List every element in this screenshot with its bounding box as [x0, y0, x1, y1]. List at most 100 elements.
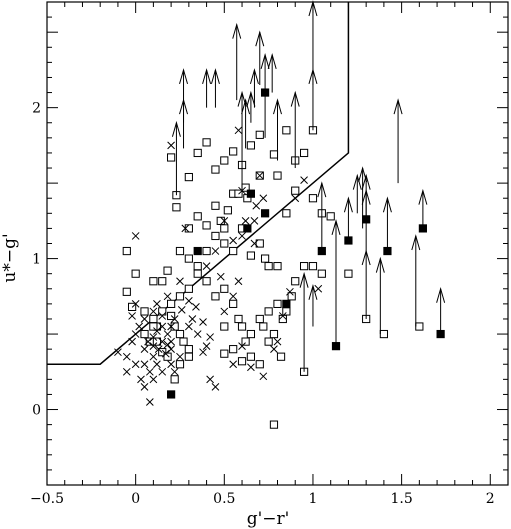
open-square-point	[273, 262, 282, 271]
arrow-head	[290, 90, 300, 107]
cross-point	[167, 345, 175, 354]
cross-stroke	[229, 360, 238, 369]
cross-stroke	[149, 333, 158, 341]
open-square-point	[202, 138, 211, 147]
upper-limit-arrow	[308, 283, 318, 327]
open-square-point	[259, 322, 268, 331]
upper-limit-arrow	[331, 219, 341, 347]
open-square-point	[273, 171, 282, 180]
plot-frame	[46, 1, 509, 486]
cross-stroke	[149, 352, 158, 361]
upper-limit-arrow	[343, 196, 353, 241]
cross-stroke	[202, 342, 211, 350]
cross-point	[128, 312, 136, 320]
cross-point	[247, 363, 255, 372]
cross-point	[184, 322, 193, 331]
upper-limit-arrow	[202, 68, 212, 108]
open-square-point	[211, 292, 220, 301]
upper-limit-arrow	[317, 181, 327, 252]
cross-point	[193, 330, 202, 338]
cross-stroke	[144, 337, 152, 346]
cross-point	[144, 337, 152, 346]
selection-boundary-line	[47, 2, 350, 365]
open-square-point	[223, 206, 232, 215]
open-square-point	[269, 150, 279, 159]
x-tick-label: 1.5	[390, 491, 412, 507]
cross-stroke	[238, 342, 246, 350]
open-square-point	[255, 360, 264, 369]
cross-point	[153, 327, 161, 335]
cross-stroke	[184, 322, 193, 331]
cross-point	[234, 277, 243, 286]
cross-stroke	[122, 352, 131, 361]
upper-limit-arrow	[249, 68, 259, 108]
arrow-head	[232, 22, 242, 39]
cross-stroke	[167, 141, 175, 150]
open-square-point	[220, 349, 229, 358]
open-square-point	[175, 360, 185, 369]
arrow-head	[267, 53, 277, 69]
open-square-point	[220, 322, 229, 331]
open-square-point	[216, 216, 225, 225]
cross-point	[241, 217, 250, 225]
cross-stroke	[211, 247, 220, 255]
cross-point	[170, 315, 179, 323]
cross-stroke	[158, 367, 167, 376]
open-square-point	[229, 299, 238, 308]
open-square-point	[167, 299, 176, 308]
cross-stroke	[247, 363, 255, 372]
cross-stroke	[250, 239, 259, 248]
open-square-point	[264, 337, 273, 346]
x-tick-label: 0.5	[213, 491, 235, 507]
arrow-head	[361, 188, 371, 205]
open-square-point	[246, 251, 256, 260]
cross-point	[167, 337, 175, 346]
open-square-point	[202, 221, 211, 230]
cross-stroke	[220, 217, 229, 225]
arrow-head	[241, 98, 251, 115]
open-square-point	[175, 329, 185, 339]
open-square-point	[193, 269, 202, 278]
arrow-head	[411, 234, 421, 251]
open-square-point	[282, 209, 291, 218]
cross-point	[167, 360, 175, 369]
cross-stroke	[259, 372, 268, 381]
cross-point	[163, 330, 172, 338]
open-square-point	[326, 212, 335, 221]
cross-stroke	[170, 315, 179, 323]
cross-stroke	[252, 201, 261, 210]
cross-point	[238, 342, 246, 350]
cross-stroke	[193, 330, 202, 338]
cross-point	[259, 372, 268, 381]
cross-point	[234, 126, 243, 135]
cross-stroke	[158, 337, 167, 346]
open-square-point	[122, 246, 131, 256]
y-axis-label-group: u*−g'	[0, 233, 20, 282]
cross-stroke	[250, 217, 259, 225]
upper-limit-arrow	[179, 98, 189, 123]
open-square-point	[308, 194, 318, 203]
open-square-point	[131, 269, 140, 278]
cross-stroke	[278, 312, 287, 320]
cross-point	[255, 171, 264, 180]
arrow-head	[210, 68, 220, 85]
upper-limit-arrow	[299, 271, 309, 372]
cross-stroke	[140, 315, 149, 323]
cross-point	[206, 375, 214, 384]
cross-point	[170, 367, 179, 376]
cross-point	[145, 367, 154, 376]
open-square-point	[140, 307, 149, 316]
open-square-point	[184, 224, 193, 233]
cross-point	[137, 375, 145, 384]
cross-point	[158, 322, 167, 331]
open-square-point	[149, 314, 158, 324]
arrow-head	[317, 181, 327, 198]
cross-stroke	[241, 217, 250, 225]
cross-stroke	[259, 194, 268, 203]
upper-limit-arrow	[375, 256, 385, 335]
cross-stroke	[161, 349, 170, 358]
open-square-point	[282, 126, 291, 135]
open-square-point	[237, 357, 247, 366]
arrow-head	[179, 68, 189, 85]
cross-point	[270, 345, 278, 354]
